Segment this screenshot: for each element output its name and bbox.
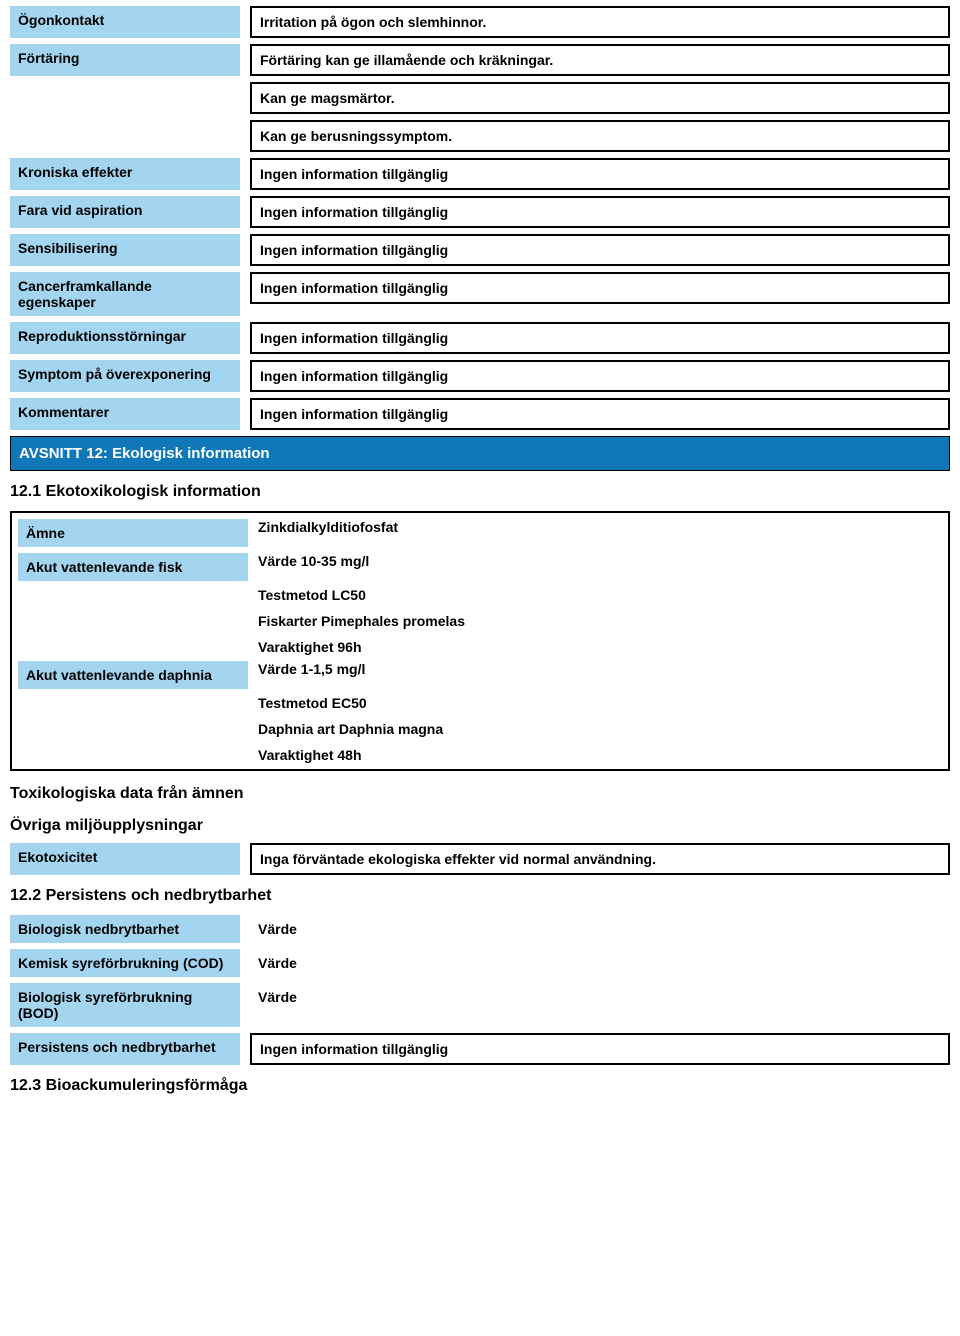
persistence-list: Biologisk nedbrytbarhet Värde Kemisk syref… [10,915,950,1065]
daphnia-data-line: Värde 1-1,5 mg/l [258,661,942,677]
property-label: Cancerframkallande egenskaper [10,272,240,316]
persist-label: Persistens och nedbrytbarhet [10,1033,240,1065]
property-label: Sensibilisering [10,234,240,266]
section-12-header: AVSNITT 12: Ekologisk information [10,436,950,471]
property-value: Förtäring kan ge illamående och kräkning… [250,44,950,76]
property-value: Ingen information tillgänglig [250,322,950,354]
property-value: Ingen information tillgänglig [250,158,950,190]
property-value: Ingen information tillgänglig [250,234,950,266]
property-label: Kroniska effekter [10,158,240,190]
property-label: Förtäring [10,44,240,76]
property-value: Ingen information tillgänglig [250,272,950,304]
property-label: Kommentarer [10,398,240,430]
tox-data-heading: Toxikologiska data från ämnen [10,779,950,811]
fish-data-line: Testmetod LC50 [258,587,942,603]
daphnia-label: Akut vattenlevande daphnia [18,661,248,689]
ecotox-box: Ämne Zinkdialkylditiofosfat Akut vattenl… [10,511,950,771]
amne-value: Zinkdialkylditiofosfat [258,519,942,535]
property-value: Kan ge magsmärtor. [250,82,950,114]
fish-data-line: Fiskarter Pimephales promelas [258,613,942,629]
ekotoxicitet-label: Ekotoxicitet [10,843,240,875]
daphnia-data-line: Daphnia art Daphnia magna [258,721,942,737]
property-label: Fara vid aspiration [10,196,240,228]
section-12-1-header: 12.1 Ekotoxikologisk information [10,477,950,511]
persist-label: Biologisk syreförbrukning (BOD) [10,983,240,1027]
env-info-heading: Övriga miljöupplysningar [10,811,950,843]
persist-value: Värde [250,915,950,943]
property-label: Reproduktionsstörningar [10,322,240,354]
property-value: Irritation på ögon och slemhinnor. [250,6,950,38]
persist-value: Värde [250,949,950,977]
section-12-2-header: 12.2 Persistens och nedbrytbarhet [10,881,950,915]
section-12-3-header: 12.3 Bioackumuleringsförmåga [10,1071,950,1095]
property-value: Kan ge berusningssymptom. [250,120,950,152]
amne-label: Ämne [18,519,248,547]
persist-label: Biologisk nedbrytbarhet [10,915,240,943]
persist-label: Kemisk syreförbrukning (COD) [10,949,240,977]
fish-data-line: Varaktighet 96h [258,639,942,655]
persist-value: Ingen information tillgänglig [250,1033,950,1065]
property-label: Ögonkontakt [10,6,240,38]
persist-value: Värde [250,983,950,1011]
daphnia-data-line: Testmetod EC50 [258,695,942,711]
property-value: Ingen information tillgänglig [250,196,950,228]
fish-data-line: Värde 10-35 mg/l [258,553,942,569]
daphnia-data-line: Varaktighet 48h [258,747,942,763]
health-effects-list: Ögonkontakt Irritation på ögon och slemhi… [10,6,950,430]
fish-label: Akut vattenlevande fisk [18,553,248,581]
ekotoxicitet-value: Inga förväntade ekologiska effekter vid … [250,843,950,875]
property-label: Symptom på överexponering [10,360,240,392]
property-value: Ingen information tillgänglig [250,398,950,430]
property-value: Ingen information tillgänglig [250,360,950,392]
